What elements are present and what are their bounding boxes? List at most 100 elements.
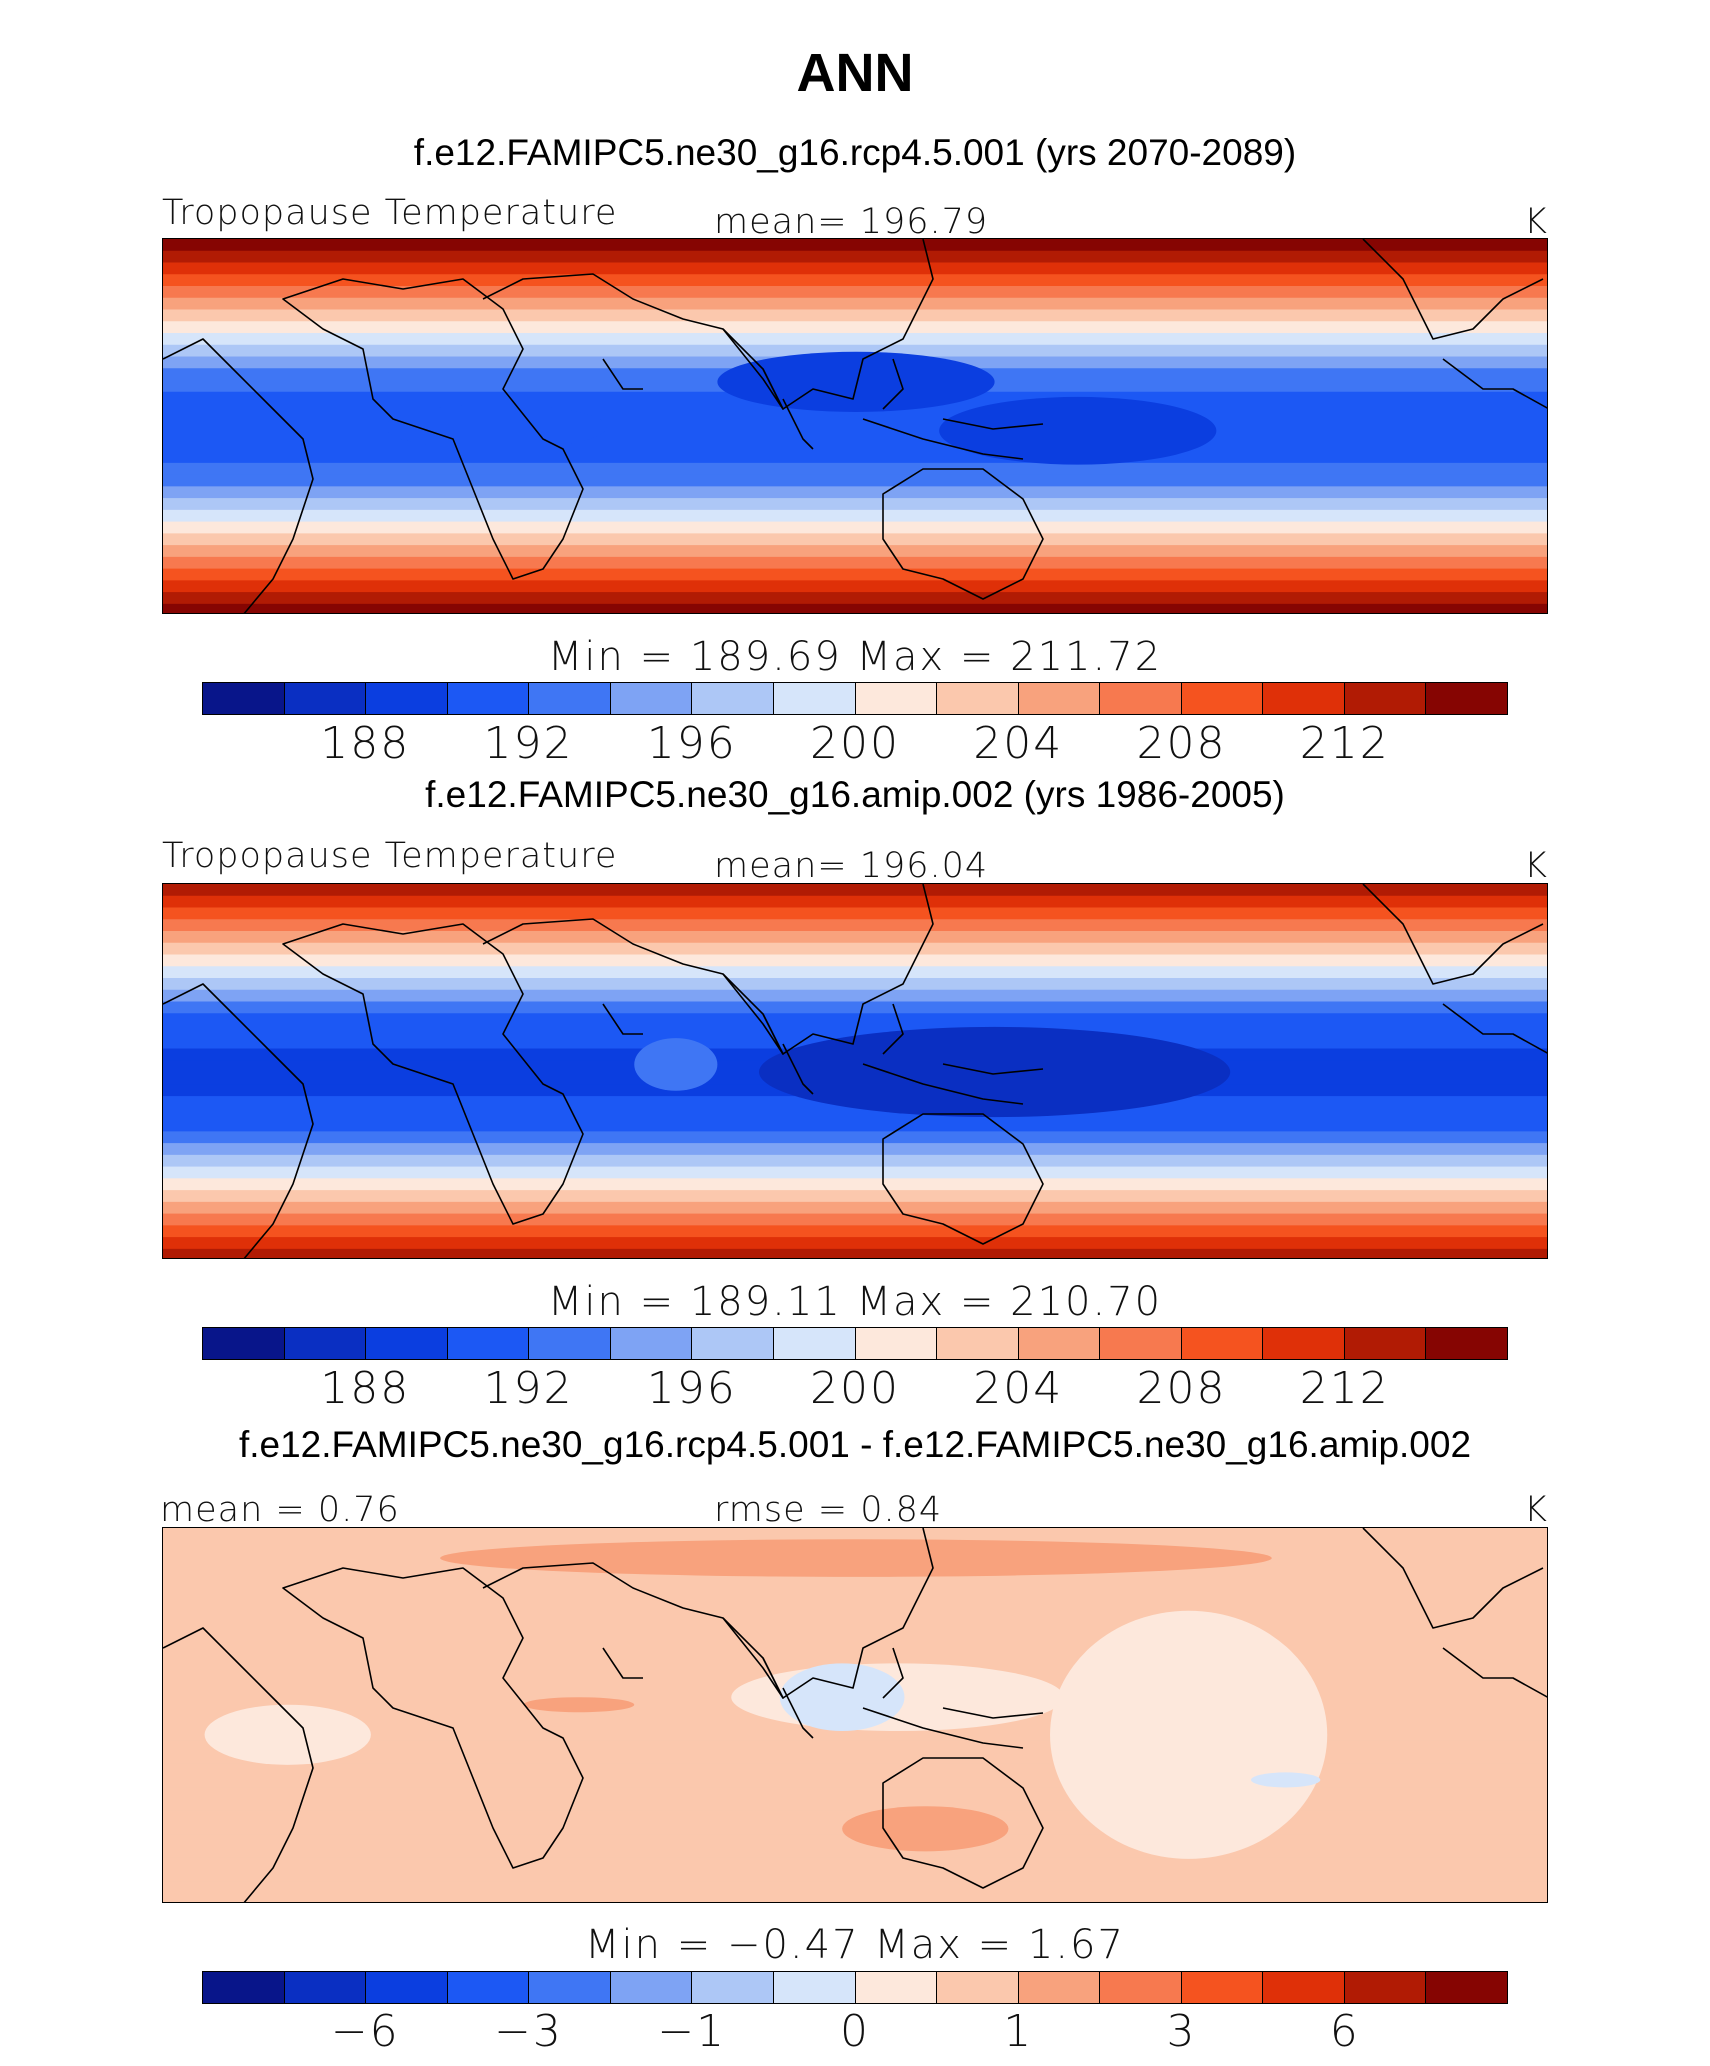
panel1-colorbar-swatch-5 — [610, 683, 693, 714]
panel1-colorbar-swatch-15 — [1426, 683, 1507, 714]
panel3-colorbar-tick-label: −1 — [657, 2006, 727, 2057]
panel2-band-north-8 — [163, 978, 1547, 991]
panel1-minmax: Min = 189.69 Max = 211.72 — [547, 634, 1163, 680]
panel1-band-south-12 — [163, 462, 1547, 475]
panel3-band-north-8 — [163, 1622, 1547, 1635]
panel3-colorbar-tick-label: 6 — [1329, 2006, 1360, 2057]
panel2-colorbar-swatch-8 — [855, 1328, 938, 1359]
panel2-band-south-7 — [163, 1166, 1547, 1179]
panel2-colorbar-swatch-10 — [1018, 1328, 1101, 1359]
panel2-colorbar-tick-label: 204 — [973, 1363, 1064, 1414]
panel3-colorbar-swatch-5 — [610, 1972, 693, 2003]
panel1-band-south-9 — [163, 497, 1547, 510]
panel2-band-south-3 — [163, 1213, 1547, 1226]
panel1-band-north-1 — [163, 250, 1547, 264]
panel1-band-north-0 — [163, 239, 1547, 252]
panel2-colorbar-swatch-5 — [610, 1328, 693, 1359]
panel2-coastline-3 — [602, 1003, 643, 1035]
panel3-stronger-warming-nh — [440, 1539, 1272, 1577]
panel1-band-south-7 — [163, 521, 1547, 534]
panel2-colorbar-tick-label: 188 — [320, 1363, 411, 1414]
panel3-colorbar-swatch-8 — [855, 1972, 938, 2003]
panel3-colorbar — [202, 1971, 1508, 2004]
panel3-band-north-9 — [163, 1633, 1547, 1647]
panel2-colorbar-swatch-7 — [773, 1328, 856, 1359]
panel2-band-north-2 — [163, 907, 1547, 920]
panel3-band-north-6 — [163, 1598, 1547, 1611]
panel3-band-north-4 — [163, 1575, 1547, 1588]
panel3-weak-warming-atlantic — [204, 1704, 371, 1765]
panel2-band-south-5 — [163, 1189, 1547, 1202]
panel1-colorbar — [202, 682, 1508, 715]
panel1-coastline-1 — [282, 278, 584, 580]
panel2-cold-pool-pacific — [758, 1026, 1231, 1118]
panel3-coastline-3 — [602, 1647, 643, 1679]
panel1-map — [162, 238, 1548, 614]
panel3-rmse: rmse = 0.84 — [714, 1490, 943, 1530]
panel1-colorbar-tick-label: 192 — [483, 718, 574, 769]
panel3-coastline-7 — [862, 1707, 1024, 1749]
panel2-colorbar-tick-label: 192 — [483, 1363, 574, 1414]
panel3-colorbar-swatch-3 — [447, 1972, 530, 2003]
panel3-colorbar-swatch-11 — [1100, 1972, 1182, 2003]
panel3-mean: mean = 0.76 — [160, 1490, 400, 1530]
panel1-band-south-10 — [163, 485, 1547, 499]
panel2-colorbar — [202, 1327, 1508, 1360]
main-title: ANN — [796, 43, 914, 103]
panel2-colorbar-tick-label: 208 — [1136, 1363, 1227, 1414]
panel1-colorbar-swatch-8 — [855, 683, 938, 714]
panel3-case-title: f.e12.FAMIPC5.ne30_g16.rcp4.5.001 - f.e1… — [238, 1424, 1472, 1465]
panel3-colorbar-tick-label: 0 — [840, 2006, 870, 2057]
panel3-minmax: Min = −0.47 Max = 1.67 — [585, 1922, 1125, 1968]
panel1-cold-pool-atlantic — [384, 404, 607, 450]
panel3-coastline-5 — [782, 1687, 814, 1739]
panel2-map — [162, 883, 1548, 1259]
panel1-band-south-0 — [163, 603, 1547, 613]
panel3-band-south-3 — [163, 1857, 1547, 1870]
panel1-units: K — [1524, 202, 1548, 242]
panel2-band-south-12 — [163, 1107, 1547, 1120]
panel3-colorbar-swatch-10 — [1018, 1972, 1101, 2003]
panel2-band-south-10 — [163, 1130, 1547, 1144]
panel3-colorbar-swatch-12 — [1181, 1972, 1264, 2003]
panel3-coastline-11 — [1442, 1647, 1547, 1698]
panel2-coastline-10 — [1362, 884, 1544, 985]
panel1-colorbar-tick-label: 196 — [646, 718, 737, 769]
panel3-stronger-warming-sh — [842, 1806, 1009, 1852]
panel2-coastline-7 — [862, 1063, 1024, 1105]
panel1-band-south-14 — [163, 438, 1547, 452]
panel1-band-south-4 — [163, 556, 1547, 569]
panel2-colorbar-swatch-4 — [529, 1328, 611, 1359]
panel3-map — [162, 1527, 1548, 1903]
panel3-band-south-12 — [163, 1751, 1547, 1764]
panel2-coastline-0 — [163, 983, 314, 1258]
panel2-band-north-0 — [163, 884, 1547, 897]
panel3-band-south-10 — [163, 1774, 1547, 1788]
panel2-band-south-4 — [163, 1201, 1547, 1214]
panel1-band-south-8 — [163, 509, 1547, 522]
panel2-coastline-1 — [282, 923, 584, 1225]
panel2-band-north-1 — [163, 895, 1547, 909]
panel1-colorbar-tick-label: 208 — [1136, 718, 1227, 769]
panel3-stronger-warming-africa — [523, 1697, 635, 1713]
panel3-colorbar-swatch-1 — [284, 1972, 367, 2003]
panel1-coastline-5 — [782, 398, 814, 450]
panel2-coastline-6 — [882, 1003, 904, 1055]
panel1-colorbar-swatch-7 — [773, 683, 856, 714]
panel2-coastline-11 — [1442, 1003, 1547, 1054]
panel2-coastline-8 — [942, 1063, 1044, 1075]
panel1-coastline-9 — [882, 468, 1044, 600]
panel3-colorbar-swatch-4 — [529, 1972, 611, 2003]
panel1-band-south-5 — [163, 544, 1547, 557]
panel3-units: K — [1524, 1490, 1548, 1530]
panel2-colorbar-swatch-12 — [1181, 1328, 1264, 1359]
panel1-band-north-9 — [163, 344, 1547, 358]
panel1-colorbar-tick-label: 204 — [973, 718, 1064, 769]
panel2-colorbar-swatch-1 — [284, 1328, 367, 1359]
panel1-colorbar-swatch-12 — [1181, 683, 1264, 714]
panel1-cold-pool-pacific — [939, 396, 1217, 465]
panel2-band-south-1 — [163, 1236, 1547, 1249]
panel1-band-south-13 — [163, 450, 1547, 463]
panel3-coastline-0 — [163, 1627, 314, 1902]
panel2-band-south-9 — [163, 1142, 1547, 1155]
